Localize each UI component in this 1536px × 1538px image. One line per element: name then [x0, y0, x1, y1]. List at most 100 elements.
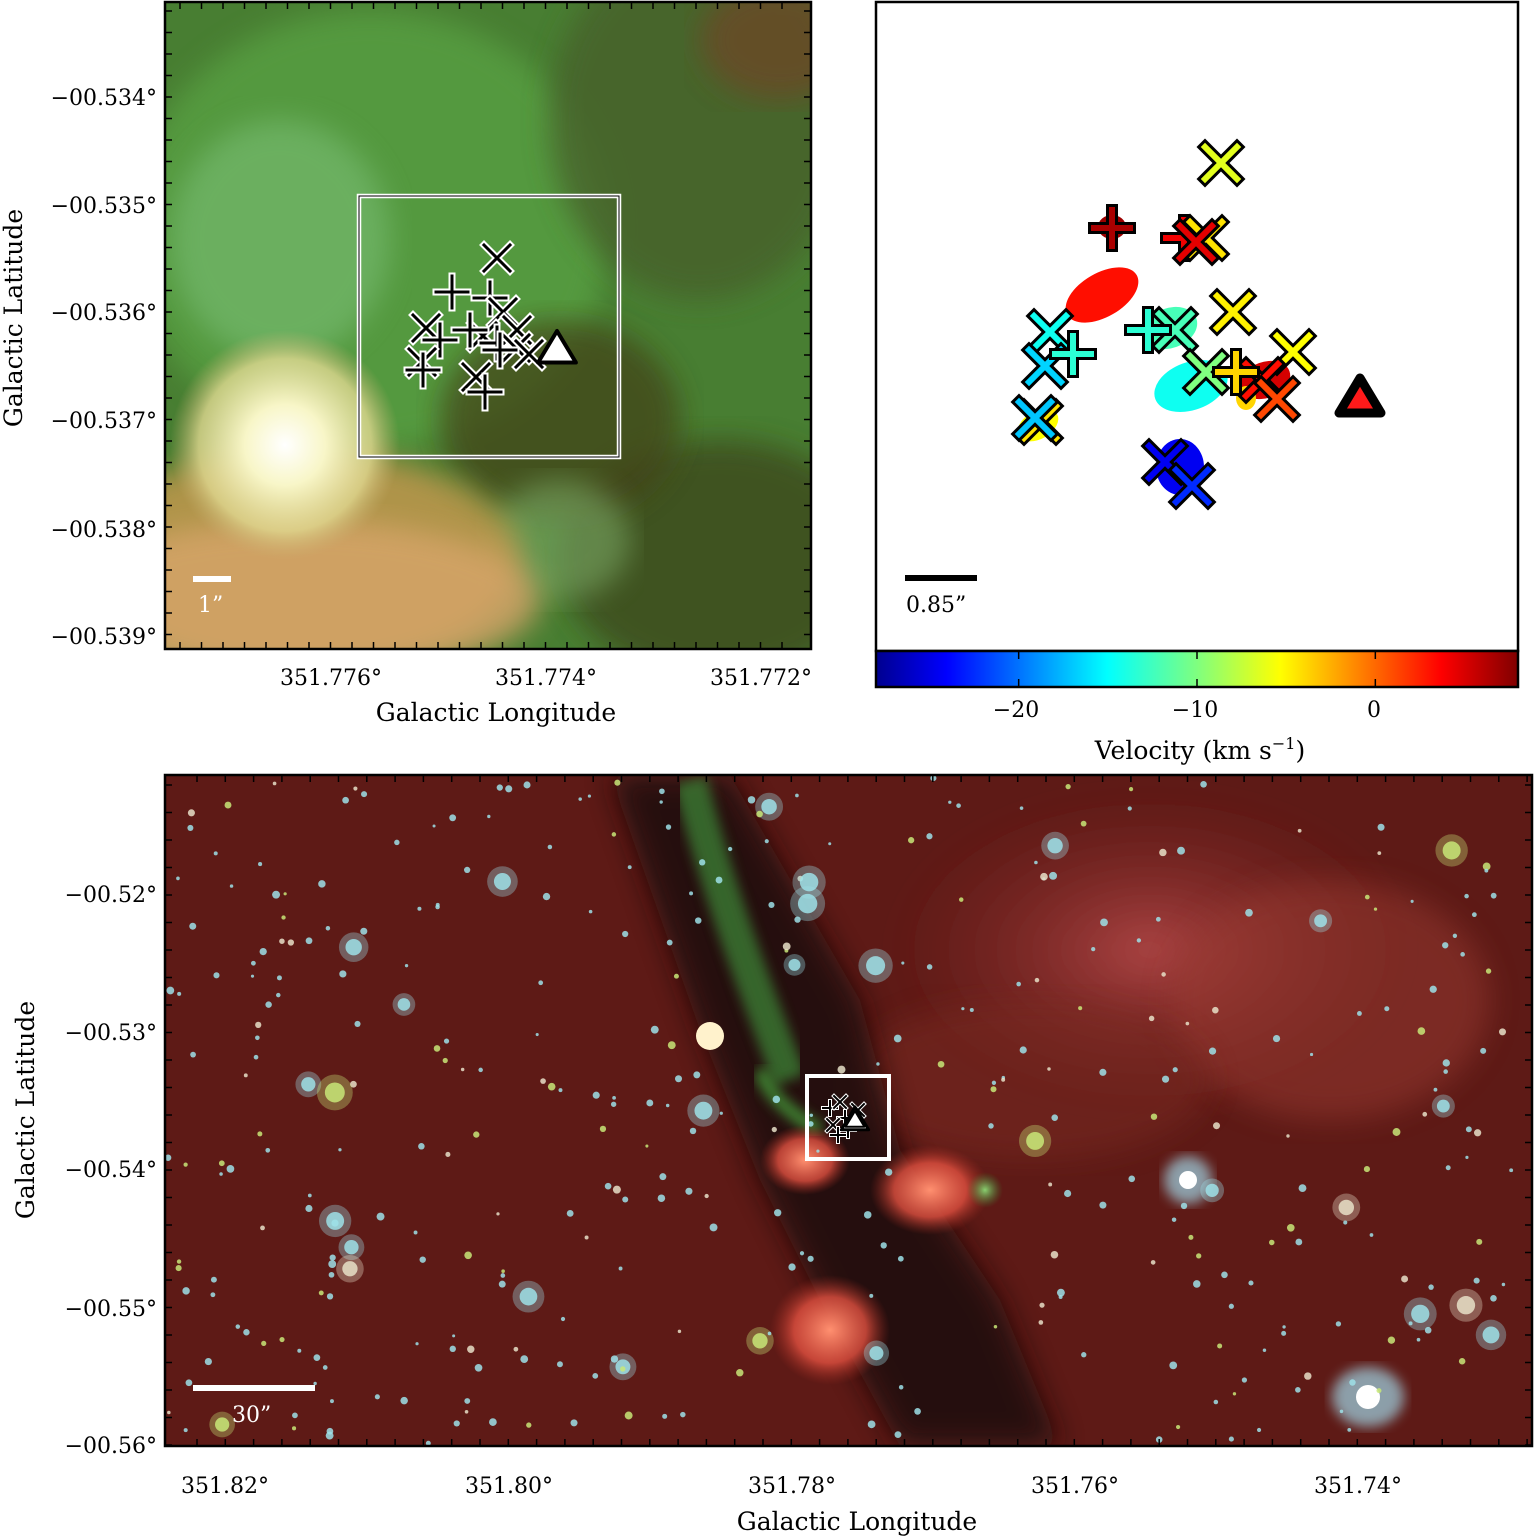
star — [627, 865, 632, 870]
star — [250, 974, 255, 978]
star — [313, 1354, 321, 1361]
star — [1286, 1134, 1290, 1138]
star — [1100, 918, 1108, 927]
star — [610, 1355, 619, 1363]
velocity-marker-x — [1167, 461, 1217, 511]
star — [1490, 892, 1497, 899]
star — [570, 1419, 578, 1427]
star — [901, 961, 905, 965]
star — [715, 876, 723, 884]
star — [291, 1426, 297, 1431]
star — [657, 1194, 666, 1202]
star — [867, 1420, 876, 1429]
star — [187, 809, 195, 817]
star — [260, 1225, 265, 1231]
star — [1490, 1294, 1497, 1302]
star — [318, 880, 326, 888]
velocity-ellipse — [1065, 267, 1139, 323]
bot-x-axis-title: Galactic Longitude — [737, 1507, 977, 1536]
star — [1347, 1428, 1352, 1432]
star — [1464, 893, 1469, 899]
star — [659, 1173, 667, 1181]
star — [897, 1255, 904, 1262]
star — [1205, 1183, 1219, 1197]
bottom-x-ticks — [196, 775, 1528, 1446]
star — [756, 810, 763, 818]
star — [1501, 1282, 1506, 1287]
star — [674, 1075, 683, 1083]
star — [1349, 1379, 1356, 1386]
star — [869, 1346, 884, 1361]
star — [993, 1325, 998, 1329]
star — [666, 939, 673, 946]
star — [797, 893, 818, 914]
star — [677, 1329, 682, 1334]
star — [1039, 1302, 1045, 1308]
star — [1099, 1068, 1107, 1076]
star — [501, 1269, 505, 1273]
star — [324, 1082, 345, 1103]
star — [1268, 1239, 1275, 1246]
star — [449, 1345, 456, 1353]
star — [1304, 1372, 1312, 1380]
star — [1286, 1223, 1295, 1232]
star — [1064, 1189, 1072, 1198]
star — [1281, 1330, 1287, 1336]
source-marker-plus — [432, 272, 472, 312]
star — [1485, 968, 1492, 974]
tr-velocity-markers — [1010, 138, 1386, 511]
x-stroke — [825, 1117, 841, 1133]
star — [1509, 1168, 1514, 1173]
star — [662, 1413, 668, 1419]
tl-scale-bar-label: 1” — [198, 593, 223, 618]
tl-y-axis-title: Galactic Latitude — [0, 209, 28, 427]
star — [622, 1196, 629, 1203]
star — [345, 938, 362, 956]
star — [443, 1038, 450, 1044]
star — [1159, 848, 1167, 857]
star — [1442, 1059, 1450, 1067]
star — [261, 1340, 267, 1347]
velocity-marker-plus — [1212, 348, 1260, 396]
star — [326, 1293, 334, 1300]
star — [445, 1151, 451, 1157]
star — [519, 1287, 538, 1306]
bottom-infrared-image — [165, 775, 1532, 1446]
star — [1428, 1284, 1434, 1290]
star — [665, 824, 672, 830]
star — [650, 1025, 659, 1034]
star — [1295, 1238, 1303, 1246]
star — [958, 897, 964, 902]
bot-x-tick-label: 351.78° — [748, 1474, 836, 1499]
star — [772, 1095, 781, 1104]
star — [253, 1054, 259, 1060]
bot-y-tick-label: −00.52° — [65, 883, 157, 908]
star — [560, 1316, 566, 1322]
x-stroke — [1154, 309, 1196, 351]
star — [1452, 933, 1458, 938]
star — [799, 1251, 805, 1256]
star — [218, 1160, 225, 1167]
star — [474, 1363, 483, 1372]
star — [419, 1256, 426, 1263]
star — [807, 1255, 814, 1262]
star — [768, 901, 775, 909]
star — [863, 1211, 872, 1219]
top-left-y-ticks — [165, 10, 811, 636]
star — [612, 1095, 616, 1100]
colorbar-tick-label: −20 — [993, 698, 1039, 723]
star — [1476, 1238, 1483, 1245]
field-stars — [165, 775, 1514, 1446]
source-marker-plus — [829, 1126, 847, 1144]
bot-x-tick-label: 351.74° — [1314, 1474, 1402, 1499]
star — [330, 1399, 334, 1404]
star — [1161, 972, 1166, 977]
star — [535, 1032, 539, 1037]
star — [774, 1209, 782, 1217]
star — [622, 930, 629, 938]
star — [1417, 1027, 1426, 1035]
star — [374, 1394, 380, 1400]
star — [1498, 1028, 1507, 1036]
bot-y-tick-label: −00.54° — [65, 1158, 157, 1183]
star — [489, 1418, 497, 1426]
